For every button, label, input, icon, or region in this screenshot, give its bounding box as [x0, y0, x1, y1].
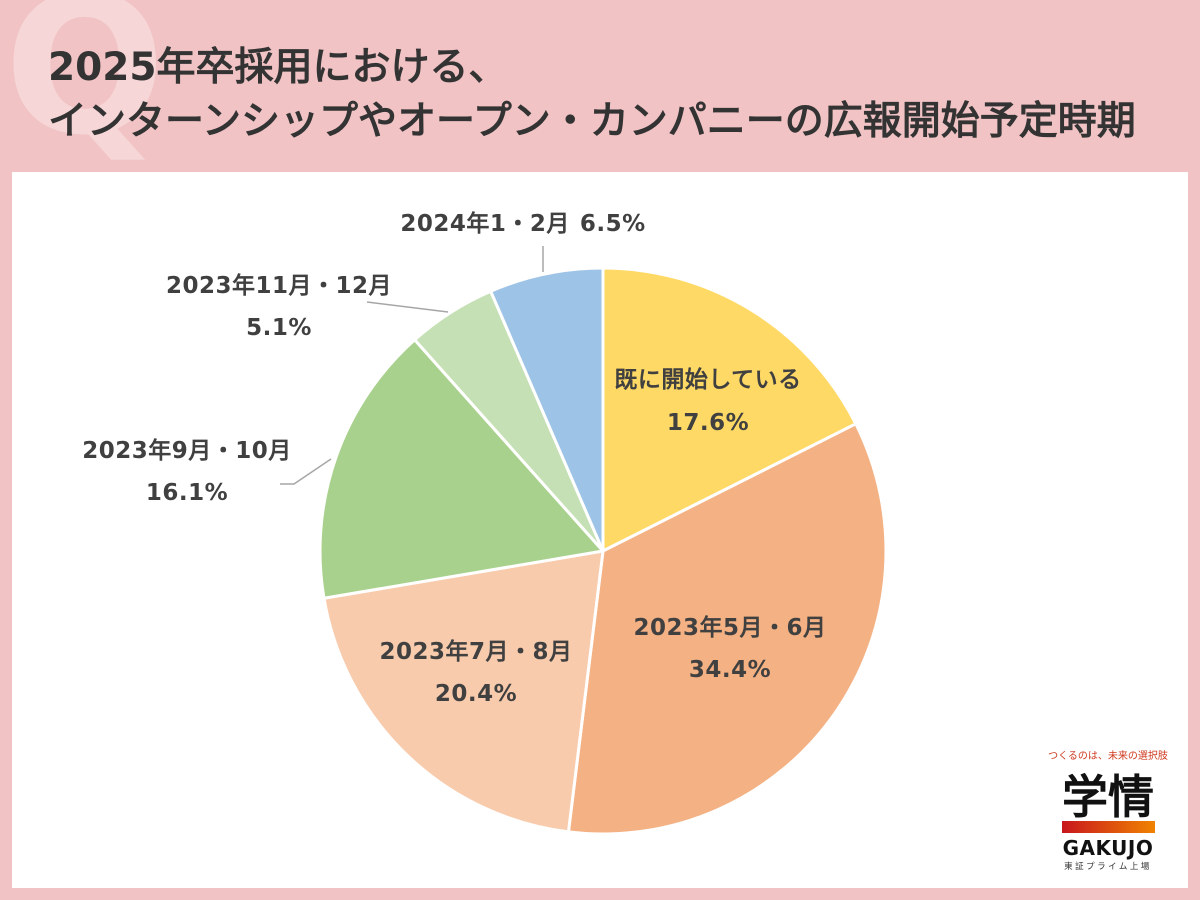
logo-gradient-bar — [1062, 821, 1155, 833]
slice-value-3: 20.4% — [435, 681, 517, 707]
leader-line-5 — [366, 301, 449, 313]
logo-listing: 東証プライム上場 — [1064, 862, 1152, 872]
chart-title-line-2: インターンシップやオープン・カンパニーの広報開始予定時期 — [48, 99, 1136, 144]
slice-label-4: 2023年9月・10月 — [82, 437, 292, 464]
slice-label-2: 2023年5月・6月 — [633, 614, 826, 641]
slice-value-4: 16.1% — [146, 480, 228, 506]
pie-slice-2 — [566, 422, 888, 836]
pie-slice-4 — [318, 338, 605, 600]
pie-slice-1 — [601, 266, 858, 553]
slice-value-2: 34.4% — [689, 657, 771, 683]
slice-value-5: 5.1% — [246, 315, 312, 341]
slice-value-6: 6.5% — [580, 211, 646, 237]
chart-title-line-1: 2025年卒採用における、 — [48, 45, 508, 90]
slice-label-6: 2024年1・2月 — [400, 210, 570, 237]
logo-romaji: GAKUJO — [1062, 836, 1154, 860]
pie-slice-3 — [322, 549, 605, 834]
slice-label-1: 既に開始している — [614, 366, 801, 393]
slice-label-3: 2023年7月・8月 — [379, 638, 572, 665]
slice-value-1: 17.6% — [667, 410, 749, 436]
slice-label-5: 2023年11月・12月 — [166, 272, 392, 299]
logo-wordmark: 学情 — [1062, 770, 1154, 824]
q-watermark: Q — [4, 0, 166, 177]
pie-slice-6 — [489, 266, 605, 553]
logo-tagline: つくるのは、未来の選択肢 — [1048, 751, 1168, 762]
slice-label-group-6: 2024年1・2月 6.5% — [400, 210, 645, 237]
leader-line-4 — [280, 458, 332, 485]
